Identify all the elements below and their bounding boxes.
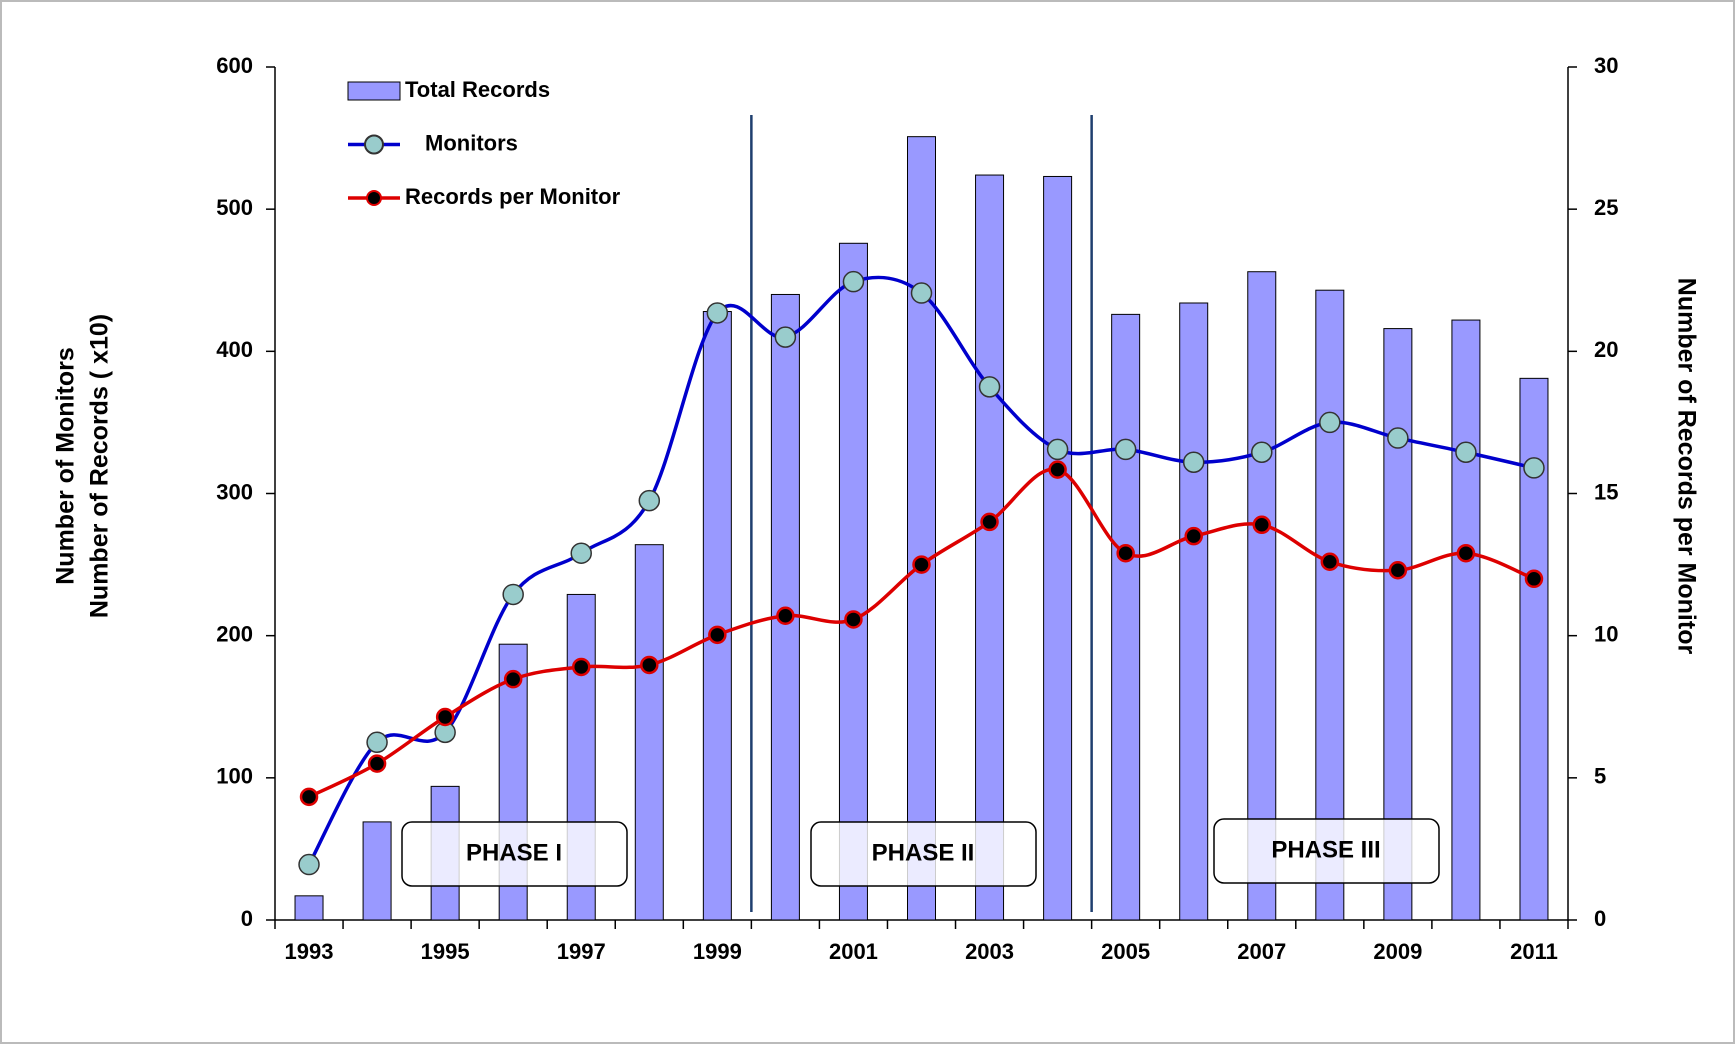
marker xyxy=(1523,457,1545,479)
bar xyxy=(634,544,664,921)
marker xyxy=(1388,561,1408,580)
bar xyxy=(1247,271,1277,921)
bar xyxy=(1043,175,1073,921)
marker xyxy=(570,542,592,564)
y-tick-label: 300 xyxy=(216,479,253,504)
x-tick-label: 2001 xyxy=(829,939,878,964)
marker xyxy=(844,610,863,629)
y-tick-label: 500 xyxy=(216,195,253,220)
y-axis-title: Number of Monitors xyxy=(52,347,80,585)
y-tick-label: 600 xyxy=(216,53,253,78)
x-tick-label: 1999 xyxy=(693,939,742,964)
marker xyxy=(1387,427,1409,449)
legend-swatch xyxy=(347,81,401,101)
marker xyxy=(1184,526,1203,546)
phase-label: PHASE III xyxy=(1271,836,1380,863)
marker xyxy=(980,512,999,532)
marker xyxy=(978,376,1001,398)
marker xyxy=(1116,543,1135,563)
bar xyxy=(1179,302,1209,921)
marker xyxy=(1455,441,1477,464)
marker xyxy=(708,625,727,645)
marker xyxy=(435,707,455,727)
y-tick-label: 400 xyxy=(216,337,253,362)
x-tick-label: 1993 xyxy=(285,939,334,964)
bar xyxy=(362,821,392,921)
legend-label: Total Records xyxy=(405,77,550,102)
legend-marker xyxy=(364,134,384,155)
x-tick-label: 2005 xyxy=(1101,939,1150,964)
phase-label: PHASE II xyxy=(872,839,975,866)
legend-marker xyxy=(366,190,382,206)
marker xyxy=(910,282,933,304)
y2-tick-label: 15 xyxy=(1594,479,1618,504)
bar xyxy=(702,311,732,921)
marker xyxy=(842,270,865,293)
legend-label: Monitors xyxy=(425,130,518,155)
bar xyxy=(975,174,1005,921)
marker xyxy=(299,787,319,807)
bar xyxy=(1451,319,1481,921)
x-tick-label: 2009 xyxy=(1373,939,1422,964)
marker xyxy=(571,657,591,677)
y2-tick-label: 10 xyxy=(1594,621,1618,646)
y-axis-title: Number of Records ( x10) xyxy=(86,314,114,618)
marker xyxy=(1320,552,1340,571)
marker xyxy=(366,731,388,754)
y-tick-label: 0 xyxy=(241,906,253,931)
marker xyxy=(1319,411,1341,434)
phase-box xyxy=(1213,818,1440,884)
bar xyxy=(907,136,936,921)
x-tick-label: 2011 xyxy=(1510,939,1558,964)
y-tick-label: 100 xyxy=(216,764,253,789)
bar xyxy=(1111,313,1141,921)
bar xyxy=(1315,289,1345,921)
marker xyxy=(367,754,387,773)
legend-label: Records per Monitor xyxy=(405,184,621,209)
marker xyxy=(706,302,729,324)
y2-tick-label: 0 xyxy=(1594,906,1606,931)
marker xyxy=(912,555,931,574)
marker xyxy=(640,655,659,675)
y2-tick-label: 20 xyxy=(1594,337,1618,362)
y-tick-label: 200 xyxy=(216,621,253,646)
x-tick-label: 1995 xyxy=(421,939,470,964)
marker xyxy=(774,326,797,348)
marker xyxy=(1251,441,1273,464)
x-tick-label: 2003 xyxy=(965,939,1014,964)
bar xyxy=(294,895,324,921)
y2-tick-label: 30 xyxy=(1594,53,1618,78)
marker xyxy=(298,853,320,876)
marker xyxy=(638,489,661,512)
phase-box xyxy=(810,821,1037,887)
phase-label: PHASE I xyxy=(466,839,562,866)
marker xyxy=(1456,543,1476,563)
line xyxy=(307,275,1535,866)
marker xyxy=(503,669,523,689)
marker xyxy=(502,583,524,606)
x-tick-label: 1997 xyxy=(557,939,606,964)
x-tick-label: 2007 xyxy=(1237,939,1286,964)
marker xyxy=(1182,451,1205,473)
marker xyxy=(1252,515,1272,535)
marker xyxy=(1046,438,1069,461)
y2-tick-label: 5 xyxy=(1594,764,1606,789)
y2-axis-title: Number of Records per Monitor xyxy=(1672,278,1700,655)
marker xyxy=(1524,569,1544,589)
marker xyxy=(1114,438,1137,461)
bar xyxy=(838,242,868,921)
marker xyxy=(1048,460,1067,479)
y2-tick-label: 25 xyxy=(1594,195,1618,220)
marker xyxy=(776,606,795,626)
phase-box xyxy=(401,821,628,887)
